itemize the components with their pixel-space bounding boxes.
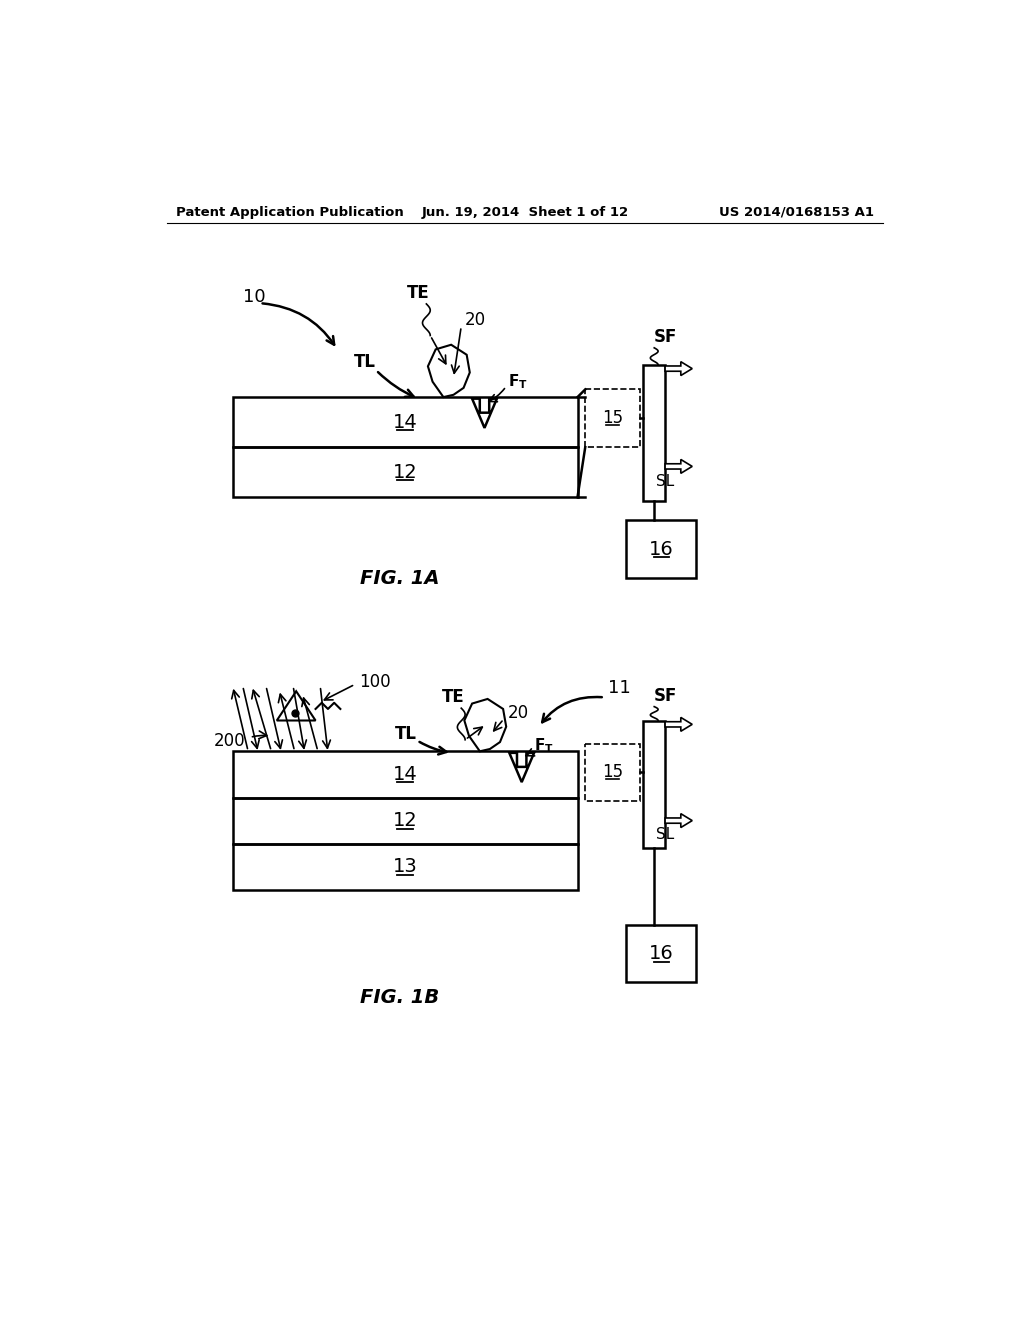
Bar <box>232 843 578 890</box>
Bar <box>586 389 640 447</box>
Text: FIG. 1B: FIG. 1B <box>359 989 439 1007</box>
Polygon shape <box>665 718 692 731</box>
Text: 15: 15 <box>602 409 623 428</box>
Text: $\mathbf{F_T}$: $\mathbf{F_T}$ <box>508 372 527 391</box>
Text: $\mathbf{F_T}$: $\mathbf{F_T}$ <box>535 737 554 755</box>
Text: 16: 16 <box>649 540 674 558</box>
Bar <box>232 397 578 447</box>
Text: 16: 16 <box>649 944 674 962</box>
Text: US 2014/0168153 A1: US 2014/0168153 A1 <box>719 206 873 219</box>
Text: 15: 15 <box>602 763 623 781</box>
Text: SF: SF <box>653 686 677 705</box>
Text: Jun. 19, 2014  Sheet 1 of 12: Jun. 19, 2014 Sheet 1 of 12 <box>421 206 629 219</box>
Text: TL: TL <box>394 726 417 743</box>
Bar <box>627 924 696 982</box>
Polygon shape <box>428 345 470 397</box>
Text: 100: 100 <box>359 673 390 690</box>
Text: 13: 13 <box>392 857 418 876</box>
Text: 20: 20 <box>465 312 486 329</box>
Bar <box>586 743 640 801</box>
Text: 200: 200 <box>214 733 246 750</box>
Polygon shape <box>472 399 497 428</box>
Text: Patent Application Publication: Patent Application Publication <box>176 206 403 219</box>
Bar <box>643 364 665 502</box>
Text: 11: 11 <box>608 680 631 697</box>
Bar <box>232 797 578 843</box>
Text: 14: 14 <box>392 764 418 784</box>
Bar <box>232 447 578 498</box>
Bar <box>232 751 578 797</box>
Text: TL: TL <box>353 354 376 371</box>
Polygon shape <box>665 813 692 828</box>
Text: FIG. 1A: FIG. 1A <box>359 569 439 587</box>
Text: 14: 14 <box>392 413 418 432</box>
Text: SL: SL <box>656 474 674 490</box>
Bar <box>643 721 665 847</box>
Text: TE: TE <box>408 284 430 302</box>
Text: 12: 12 <box>392 463 418 482</box>
Text: 12: 12 <box>392 810 418 830</box>
Text: 10: 10 <box>243 288 265 306</box>
Text: SL: SL <box>656 826 674 842</box>
Polygon shape <box>665 459 692 474</box>
Polygon shape <box>509 752 535 781</box>
Bar <box>627 520 696 578</box>
Polygon shape <box>464 700 506 751</box>
Polygon shape <box>276 692 315 721</box>
Text: 20: 20 <box>508 704 528 722</box>
Text: TE: TE <box>442 689 465 706</box>
Polygon shape <box>665 362 692 376</box>
Text: SF: SF <box>653 329 677 346</box>
